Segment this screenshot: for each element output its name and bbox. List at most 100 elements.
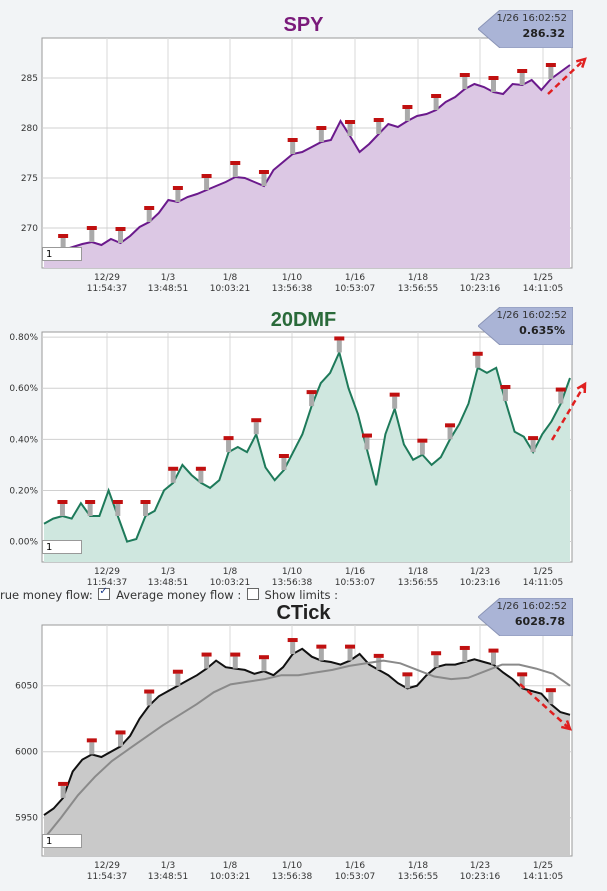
average-flow-checkbox[interactable]: [98, 586, 111, 600]
flag-marker: [545, 63, 556, 67]
x-tick-time: 14:11:05: [523, 284, 563, 294]
x-tick-date: 1/25: [533, 567, 553, 577]
flag-marker: [488, 648, 499, 653]
flag-marker: [431, 94, 442, 98]
flag-marker: [555, 387, 566, 392]
y-tick-label: 0.00%: [9, 538, 38, 548]
x-tick-date: 1/16: [345, 273, 365, 283]
x-tick-date: 1/10: [282, 567, 302, 577]
flag-marker: [528, 436, 539, 441]
flag-marker: [172, 186, 183, 190]
x-tick-date: 1/8: [223, 273, 238, 283]
x-tick-date: 1/25: [533, 861, 553, 871]
y-tick-label: 0.60%: [9, 384, 38, 394]
callout-value: 6028.78: [514, 615, 565, 628]
y-tick-label: 6000: [15, 748, 38, 758]
flag-marker: [316, 126, 327, 130]
x-tick-time: 11:54:37: [87, 872, 127, 882]
flag-marker: [112, 500, 123, 504]
x-tick-time: 11:54:37: [87, 284, 127, 294]
x-tick-time: 13:56:38: [272, 578, 313, 588]
y-tick-label: 6050: [15, 682, 38, 692]
flag-marker: [258, 655, 269, 660]
average-line: [43, 659, 571, 840]
x-tick-time: 13:48:51: [148, 872, 188, 882]
series-line: [43, 64, 571, 255]
dmf-panel: 20DMF 0.00% 0.20% 0.40% 0.60% 0.80% 12/29 11:5…: [0, 0, 607, 600]
x-tick-date: 1/23: [470, 567, 490, 577]
flag-marker: [86, 226, 97, 230]
x-tick-time: 11:54:37: [87, 578, 127, 588]
x-tick-time: 13:56:55: [398, 284, 438, 294]
flag-marker: [545, 688, 556, 693]
chart-title-spy: SPY: [283, 14, 324, 36]
y-tick-label: 5950: [15, 814, 38, 824]
flag-marker: [445, 423, 456, 428]
flag-marker: [517, 69, 528, 73]
x-tick-time: 13:56:38: [272, 872, 313, 882]
x-tick-date: 1/10: [282, 861, 302, 871]
x-tick-time: 14:11:05: [523, 872, 563, 882]
show-limits-checkbox[interactable]: [246, 588, 259, 600]
flag-marker: [431, 651, 442, 656]
x-tick-date: 1/18: [408, 861, 428, 871]
flag-marker: [472, 351, 483, 356]
flag-marker: [144, 206, 155, 210]
period-input[interactable]: 1: [42, 540, 82, 554]
last-value-callout: 1/26 16:02:52 6028.78: [477, 597, 574, 637]
chart-title-ctick: CTick: [276, 602, 331, 624]
period-input[interactable]: 1: [42, 834, 82, 848]
flag-marker: [488, 76, 499, 80]
y-tick-label: 285: [21, 74, 38, 84]
flag-marker: [389, 392, 400, 397]
x-tick-date: 1/8: [223, 567, 238, 577]
money-flow-options: rue money flow: Average money flow : Sho…: [0, 586, 338, 602]
flag-marker: [85, 500, 96, 504]
trend-arrow: [550, 383, 587, 441]
flag-marker: [517, 672, 528, 677]
flag-marker: [459, 73, 470, 77]
last-value-callout: 1/26 16:02:52 0.635%: [477, 306, 574, 346]
flag-marker: [58, 234, 69, 238]
x-tick-date: 12/29: [94, 567, 120, 577]
flag-marker: [115, 227, 126, 231]
flag-marker: [345, 120, 356, 124]
spy-chart[interactable]: 27027528028512/2911:54:371/313:48:511/81…: [0, 0, 607, 300]
flag-marker: [230, 652, 241, 657]
x-tick-time: 10:53:07: [335, 578, 375, 588]
flag-marker: [278, 454, 289, 458]
flag-marker: [57, 500, 68, 504]
series-area: [44, 648, 570, 856]
flag-marker: [144, 689, 155, 694]
x-tick-date: 1/10: [282, 273, 302, 283]
x-tick-date: 1/16: [345, 567, 365, 577]
callout-timestamp: 1/26 16:02:52: [496, 13, 567, 24]
x-tick-time: 13:56:38: [272, 284, 313, 294]
flag-marker: [140, 500, 151, 504]
flag-marker: [417, 438, 428, 443]
flag-marker: [287, 138, 298, 142]
flag-marker: [373, 118, 384, 122]
x-tick-date: 1/18: [408, 567, 428, 577]
flag-marker: [373, 653, 384, 658]
x-tick-date: 12/29: [94, 861, 120, 871]
period-input[interactable]: 1: [42, 247, 82, 261]
x-tick-time: 10:23:16: [460, 578, 501, 588]
flag-marker: [86, 738, 97, 743]
series-area: [44, 352, 570, 562]
flag-marker: [500, 385, 511, 389]
flag-marker: [345, 644, 356, 649]
flag-marker: [223, 436, 234, 441]
y-tick-label: 270: [21, 224, 38, 234]
average-flow-label: Average money flow :: [116, 588, 242, 602]
callout-value: 286.32: [522, 27, 565, 40]
callout-timestamp: 1/26 16:02:52: [496, 601, 567, 612]
y-tick-label: 0.20%: [9, 486, 38, 496]
x-tick-date: 1/23: [470, 273, 490, 283]
20dmf-chart[interactable]: 0.00%0.20%0.40%0.60%0.80%12/2911:54:371/…: [0, 0, 607, 600]
trend-arrow: [547, 58, 586, 95]
x-tick-time: 10:53:07: [335, 284, 375, 294]
x-tick-date: 1/3: [161, 273, 175, 283]
